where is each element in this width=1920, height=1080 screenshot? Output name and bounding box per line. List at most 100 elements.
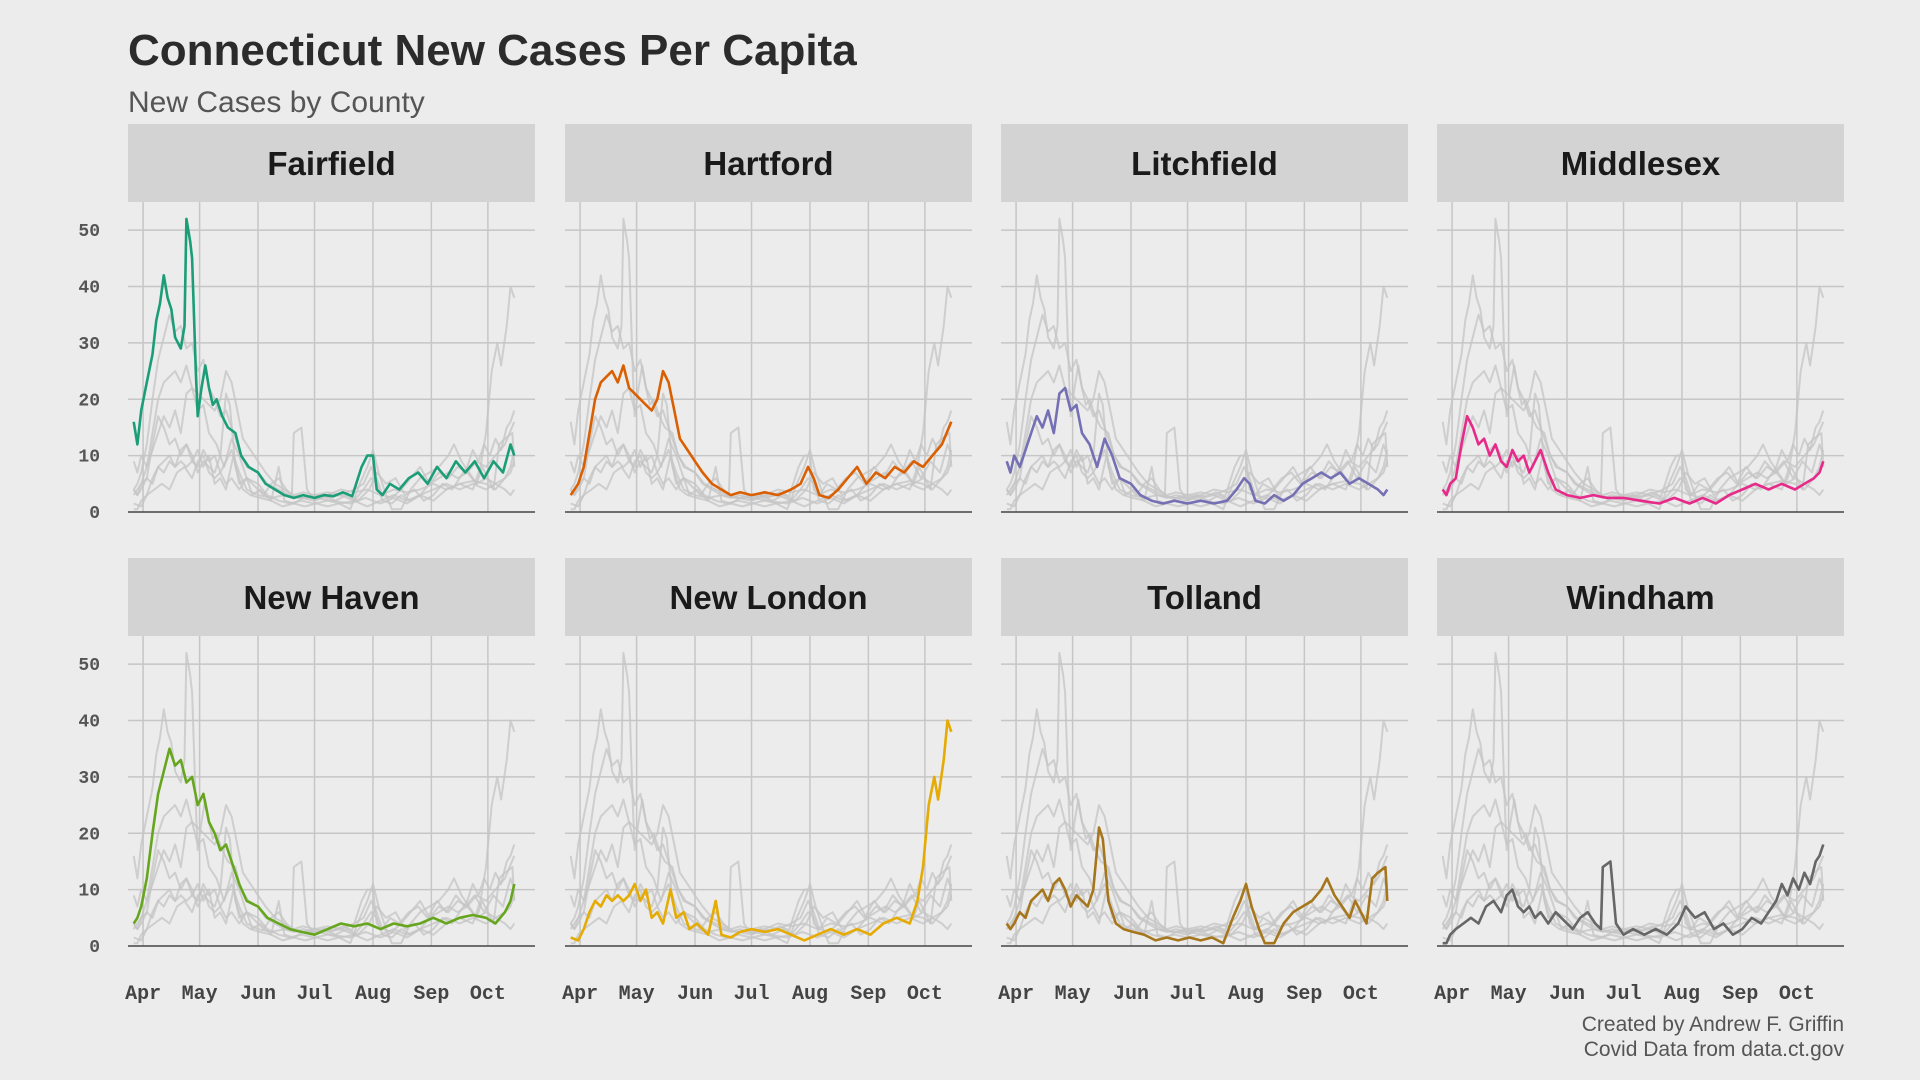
background-series-line [569,826,953,945]
y-tick-label: 30 [78,769,100,789]
y-tick-label: 20 [78,825,100,845]
x-tick-label: Oct [907,983,943,1006]
x-tick-label: Aug [1664,983,1700,1006]
background-series-line [132,798,516,933]
background-series-line [1441,313,1825,502]
background-series-line [1441,392,1825,511]
series-line [132,747,516,937]
series-line [1442,844,1825,945]
y-tick-label: 0 [89,504,100,524]
x-tick-label: Sep [850,983,886,1006]
y-tick-label: 40 [78,713,100,733]
y-tick-label: 0 [89,938,100,958]
x-tick-label: May [182,983,218,1006]
background-series-line [133,410,516,511]
background-series-line [133,844,516,945]
background-series-line [1006,285,1389,508]
series-line [569,364,953,500]
facet-strip [565,558,972,636]
background-series-line [1441,747,1825,936]
facet-strip-label: Windham [1566,579,1714,616]
page-subtitle: New Cases by County [128,86,425,119]
y-tick-label: 50 [78,656,100,676]
background-series-line [1006,719,1389,942]
x-tick-label: Sep [1286,983,1322,1006]
chart-caption: Created by Andrew F. Griffin Covid Data … [1582,1012,1844,1062]
background-series-line [570,844,953,945]
background-series-line [1005,392,1389,511]
facet-strip [1001,558,1408,636]
facet-panel: New London Apr May Jun Jul Aug Sep Oct [562,558,972,1006]
x-tick-label: Jun [677,983,713,1006]
background-series-line [570,285,953,508]
page-title: Connecticut New Cases Per Capita [128,26,857,75]
facet-strip-label: Tolland [1147,579,1262,616]
background-series-line [132,364,516,499]
background-series-line [132,387,516,505]
facet-strip [128,558,535,636]
background-series-line [570,410,953,511]
background-series-line [132,826,516,945]
x-tick-label: Oct [1343,983,1379,1006]
background-series-line [1005,798,1389,933]
y-tick-label: 50 [78,222,100,242]
background-series-line [1441,849,1825,939]
y-tick-label: 30 [78,335,100,355]
background-series-line [569,415,953,505]
series-line [1441,414,1825,505]
x-tick-label: Jun [240,983,276,1006]
x-tick-label: Oct [470,983,506,1006]
facet-panel: Fairfield 0 10 20 30 40 50 [78,124,535,524]
background-series-line [1006,844,1389,945]
caption-source: Covid Data from data.ct.gov [1583,1038,1844,1061]
y-tick-label: 40 [78,279,100,299]
x-tick-label: Oct [1779,983,1815,1006]
background-series-line [569,387,953,505]
background-series-line [1442,719,1825,942]
background-series-line [1005,849,1389,939]
facet-panel: New Haven 0 10 20 30 40 50 Apr May Jun Jul Aug Sep Oc… [78,558,535,1006]
background-series-line [569,747,953,936]
background-series-line [1441,798,1825,933]
facet-panel: Middlesex [1437,124,1844,513]
background-series-line [569,392,953,511]
background-series-line [1006,410,1389,511]
facet-strip [128,124,535,202]
y-tick-label: 10 [78,882,100,902]
x-tick-label: Jun [1549,983,1585,1006]
x-tick-label: Jun [1113,983,1149,1006]
facet-strip-label: Hartford [703,145,833,182]
facet-strip [565,124,972,202]
x-tick-label: Aug [792,983,828,1006]
background-series-line [1442,410,1825,511]
background-series-line [569,849,953,939]
x-tick-label: Apr [1434,983,1470,1006]
background-series-line [1441,821,1825,939]
background-series-line [1441,826,1825,945]
x-tick-label: Apr [998,983,1034,1006]
background-series-line [1005,747,1389,936]
x-tick-label: May [1491,983,1527,1006]
facet-strip-label: Litchfield [1131,145,1278,182]
background-series-line [1005,415,1389,505]
y-tick-label: 20 [78,391,100,411]
facet-panel: Windham Apr May Jun Jul Aug Sep Oct [1434,558,1844,1006]
facet-strip [1437,558,1844,636]
x-tick-label: Jul [1170,983,1206,1006]
background-series-line [133,285,516,508]
background-series-line [1441,364,1825,499]
background-series-line [569,313,953,502]
facet-strip [1437,124,1844,202]
x-tick-label: Sep [1722,983,1758,1006]
facet-strip-label: Middlesex [1561,145,1721,182]
series-line [1005,826,1389,945]
x-tick-label: Jul [297,983,333,1006]
x-tick-label: Aug [355,983,391,1006]
background-series-line [569,798,953,933]
facet-strip [1001,124,1408,202]
x-tick-label: Aug [1228,983,1264,1006]
facet-strip-label: New Haven [243,579,419,616]
x-tick-label: Jul [734,983,770,1006]
background-series-line [1005,364,1389,499]
